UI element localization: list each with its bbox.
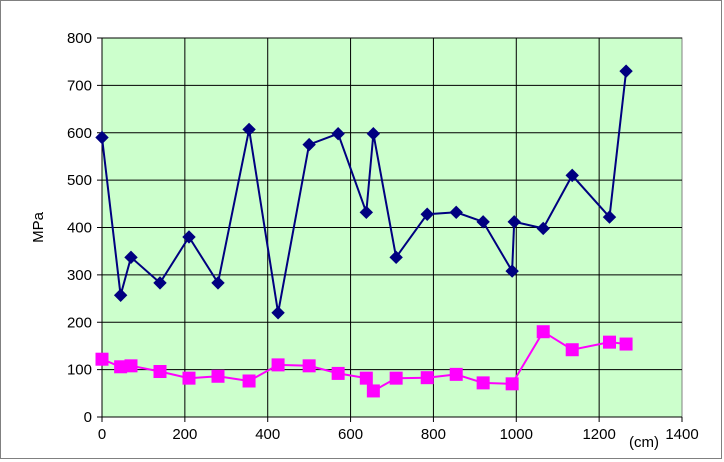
data-point-diamond [331,126,345,141]
y-tick-label: 800 [67,30,92,47]
x-tick-label: 1200 [582,426,615,443]
data-point-square [242,374,256,388]
x-tick-label: 600 [338,426,363,443]
data-point-square [449,367,463,381]
data-point-diamond [389,250,403,265]
data-point-square [95,352,109,366]
y-tick-label: 200 [67,314,92,331]
data-point-square [211,369,225,383]
data-point-diamond [242,122,256,137]
data-point-diamond [619,64,633,78]
gridlines [102,37,682,417]
y-tick-label: 400 [67,220,92,237]
series-2 [95,325,633,398]
data-point-square [271,358,285,372]
data-point-diamond [602,210,617,224]
data-point-square [359,371,373,385]
data-point-square [331,366,345,380]
data-point-square [124,359,138,373]
data-point-diamond [420,207,434,221]
series-layer [95,64,633,398]
x-tick-label: 400 [255,426,280,443]
y-tick-label: 700 [67,77,92,94]
y-tick-label: 0 [84,409,92,426]
data-point-diamond [182,230,196,244]
y-tick-label: 300 [67,267,92,284]
data-point-square [619,337,633,351]
data-point-diamond [113,288,128,302]
data-point-diamond [505,264,519,278]
data-point-square [603,335,616,349]
data-point-square [302,359,316,373]
x-axis-title: (cm) [629,434,659,451]
data-point-square [420,371,434,385]
data-point-diamond [449,205,463,220]
y-tick-label: 600 [67,125,92,142]
data-point-square [366,384,380,398]
data-point-square [476,376,490,390]
x-tick-label: 1400 [665,426,698,443]
data-point-square [182,371,196,385]
data-point-diamond [211,276,225,290]
series-1-line [101,71,628,313]
y-tick-label: 100 [67,362,92,379]
data-point-square [505,377,519,391]
data-point-diamond [153,276,167,290]
x-tick-label: 0 [98,426,106,443]
data-point-square [565,343,579,357]
x-tick-label: 800 [421,426,446,443]
data-point-diamond [95,130,109,145]
x-tick-label: 1000 [500,426,533,443]
y-tick-label: 500 [67,172,92,189]
y-axis-title: MPa [30,211,47,243]
data-point-diamond [124,250,138,265]
data-point-square [389,371,403,385]
series-1 [95,64,633,320]
data-point-diamond [366,126,381,141]
data-point-square [153,365,167,379]
data-point-diamond [507,215,521,229]
data-point-diamond [359,205,374,220]
data-point-diamond [271,306,285,320]
data-point-diamond [536,221,550,236]
x-tick-label: 200 [172,426,197,443]
data-point-square [536,325,550,339]
tick-labels: 0 100 200 300 400 500 600 700 800 0 200 400 600 800 10… [67,30,699,443]
data-point-diamond [476,215,490,229]
data-point-diamond [565,168,579,183]
data-point-diamond [302,137,316,152]
